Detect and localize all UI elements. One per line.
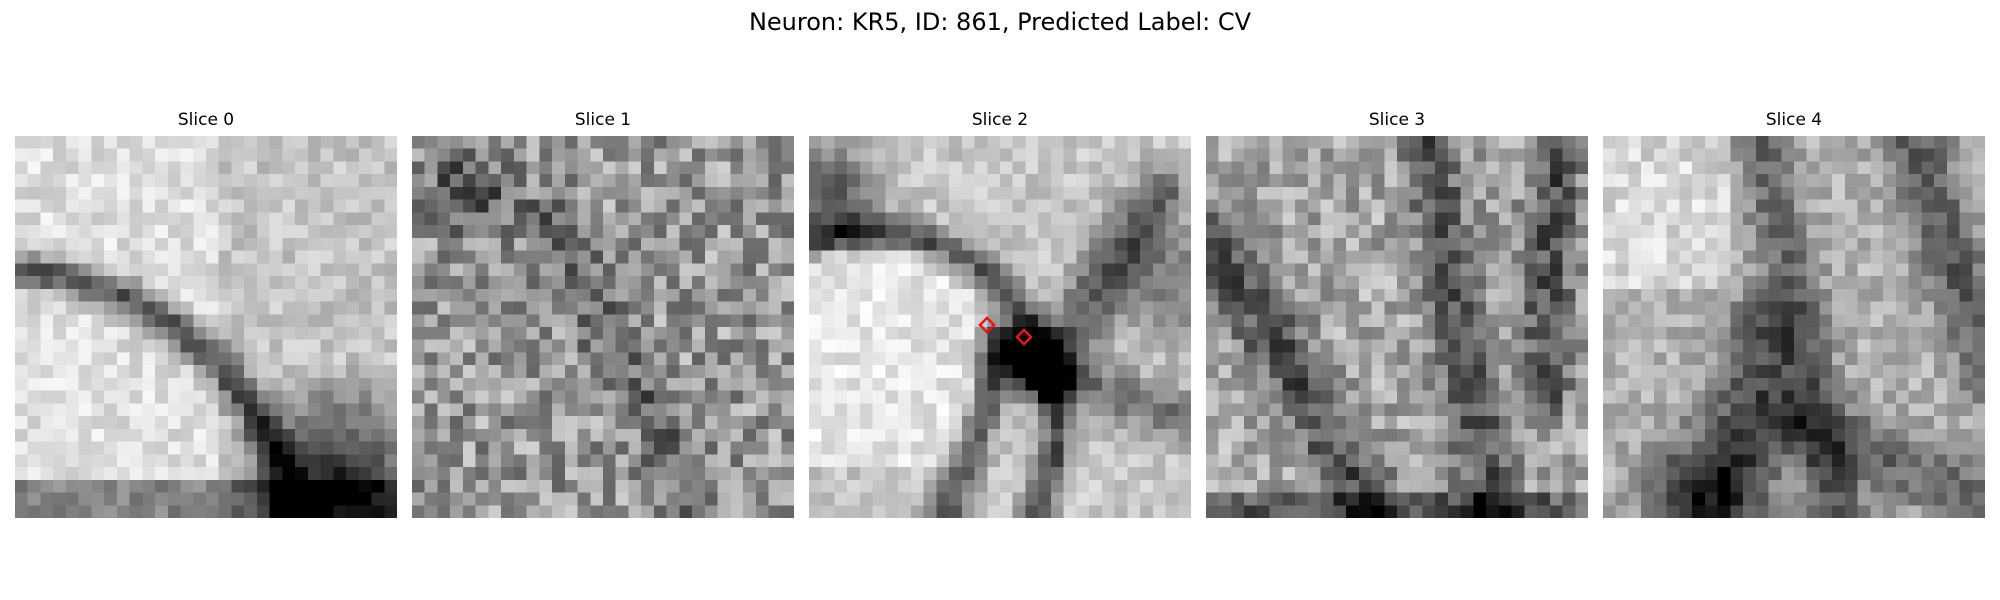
slice-panel-3: Slice 3	[1206, 110, 1588, 518]
slice-image-1	[412, 136, 794, 518]
slice-title-2: Slice 2	[971, 110, 1029, 130]
slice-panel-1: Slice 1	[412, 110, 794, 518]
slice-title-4: Slice 4	[1765, 110, 1823, 130]
slice-image-2	[809, 136, 1191, 518]
slice-title-3: Slice 3	[1368, 110, 1426, 130]
slice-title-0: Slice 0	[177, 110, 235, 130]
slice-image-4	[1603, 136, 1985, 518]
slice-image-0	[15, 136, 397, 518]
slice-title-1: Slice 1	[574, 110, 632, 130]
slice-panel-2: Slice 2	[809, 110, 1191, 518]
slice-image-3	[1206, 136, 1588, 518]
slice-panel-0: Slice 0	[15, 110, 397, 518]
figure-title: Neuron: KR5, ID: 861, Predicted Label: C…	[748, 8, 1252, 36]
slice-panel-4: Slice 4	[1603, 110, 1985, 518]
